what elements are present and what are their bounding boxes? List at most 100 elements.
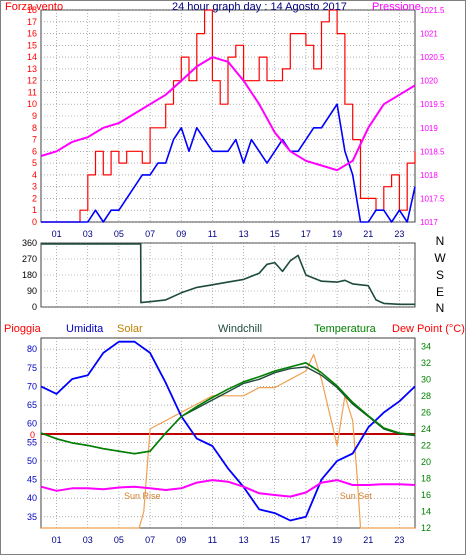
pressure-y-tick-label: 1017 [420, 218, 438, 227]
temperature-y-tick-label: 30 [421, 374, 431, 384]
climate-chart-right-ticks: 12 14 16 18 20 22 24 26 28 30 32 34 [421, 341, 431, 533]
sun-event-annotation: Sun Set [340, 491, 373, 501]
humidity-y-tick-label: 50 [27, 456, 37, 466]
humidity-y-tick-label: 45 [27, 475, 37, 485]
temperature-y-tick-label: 18 [421, 473, 431, 483]
temperature-y-tick-label: 14 [421, 506, 431, 516]
label-dew-point: Dew Point (°C) [392, 323, 465, 335]
climate-x-tick-label: 11 [208, 535, 217, 545]
temperature-y-tick-label: 16 [421, 490, 431, 500]
wind-chart-x-ticks: 01 03 05 07 09 11 13 15 17 19 21 23 [52, 229, 405, 239]
wind-y-tick-label: 0 [32, 217, 37, 227]
direction-chart-series [41, 243, 415, 306]
humidity-y-tick-label: 40 [27, 493, 37, 503]
compass-label: E [436, 285, 444, 299]
wind-y-tick-label: 7 [32, 135, 37, 145]
compass-label: W [434, 251, 446, 265]
pressure-y-tick-label: 1018.5 [420, 147, 445, 156]
dew-point-series-line [40, 479, 416, 498]
wind-x-tick-label: 09 [176, 229, 186, 239]
climate-chart-annotations: Sun Rise Sun Set [124, 491, 372, 501]
temperature-y-tick-label: 24 [421, 424, 431, 434]
pressure-y-tick-label: 1021.5 [420, 6, 445, 15]
climate-x-tick-label: 13 [239, 535, 249, 545]
wind-y-tick-label: 6 [32, 146, 37, 156]
compass-label: S [436, 268, 444, 282]
pressure-y-tick-label: 1017.5 [420, 194, 445, 203]
label-windchill: Windchill [218, 323, 262, 335]
temperature-series-line [40, 361, 416, 455]
wind-y-tick-label: 5 [32, 158, 37, 168]
wind-y-tick-label: 16 [27, 29, 37, 39]
wind-x-tick-label: 17 [301, 229, 311, 239]
wind-chart-series [40, 9, 416, 223]
wind-direction-series-line [41, 243, 415, 306]
sun-event-annotation: Sun Rise [124, 491, 161, 501]
wind-y-tick-label: 8 [32, 123, 37, 133]
climate-x-tick-label: 17 [301, 535, 311, 545]
wind-average-series-line [41, 103, 416, 223]
direction-y-tick-label: 0 [32, 302, 37, 312]
wind-x-tick-label: 11 [208, 229, 217, 239]
direction-chart-grid [41, 242, 415, 308]
humidity-series-line [40, 340, 416, 522]
climate-x-tick-label: 07 [145, 535, 155, 545]
climate-x-tick-label: 03 [83, 535, 93, 545]
direction-y-tick-label: 180 [22, 270, 37, 280]
wind-x-tick-label: 23 [394, 229, 404, 239]
wind-y-tick-label: 12 [27, 76, 37, 86]
wind-y-tick-label: 14 [27, 52, 37, 62]
humidity-y-tick-label: 60 [27, 419, 37, 429]
climate-chart-x-ticks: 01 03 05 07 09 11 13 15 17 19 21 23 [52, 535, 405, 545]
wind-y-tick-label: 1 [32, 205, 37, 215]
temperature-y-tick-label: 34 [421, 341, 431, 351]
pressure-y-tick-label: 1020 [420, 77, 438, 86]
humidity-y-tick-label: 80 [27, 344, 37, 354]
wind-x-tick-label: 15 [270, 229, 280, 239]
pressure-series-line [40, 56, 416, 172]
wind-axis-label: Forza vento [5, 1, 63, 13]
wind-gust-series-line [41, 9, 416, 223]
temperature-y-tick-label: 12 [421, 523, 431, 533]
wind-y-tick-label: 9 [32, 111, 37, 121]
wind-y-tick-label: 15 [27, 40, 37, 50]
wind-y-tick-label: 13 [27, 64, 37, 74]
temperature-y-tick-label: 32 [421, 358, 431, 368]
compass-label: N [436, 234, 445, 248]
climate-x-tick-label: 09 [176, 535, 186, 545]
wind-x-tick-label: 21 [363, 229, 373, 239]
wind-x-tick-label: 03 [83, 229, 93, 239]
climate-x-tick-label: 19 [332, 535, 342, 545]
wind-x-tick-label: 07 [145, 229, 155, 239]
direction-chart-left-ticks: 0 90 180 270 360 [22, 238, 37, 312]
direction-y-tick-label: 90 [27, 286, 37, 296]
label-temperatura: Temperatura [314, 323, 377, 335]
solar-series-line [41, 353, 415, 529]
chart-title: 24 hour graph day : 14 Agosto 2017 [172, 1, 347, 13]
label-umidita: Umidita [66, 323, 104, 335]
wind-y-tick-label: 4 [32, 170, 37, 180]
wind-x-tick-label: 13 [239, 229, 249, 239]
temperature-y-tick-label: 26 [421, 407, 431, 417]
climate-chart-left-ticks: 35 40 45 50 55 60 65 70 75 80 [27, 344, 37, 522]
climate-x-tick-label: 01 [52, 535, 62, 545]
pressure-y-tick-label: 1019 [420, 124, 438, 133]
humidity-y-tick-label: 55 [27, 437, 37, 447]
wind-chart-right-ticks: 1017 1017.5 1018 1018.5 1019 1019.5 1020 1020.5… [420, 6, 445, 227]
climate-x-tick-label: 21 [363, 535, 373, 545]
compass-label: N [436, 301, 445, 315]
wind-y-tick-label: 2 [32, 193, 37, 203]
wind-x-tick-label: 19 [332, 229, 342, 239]
label-solar: Solar [117, 323, 143, 335]
climate-chart-series [40, 340, 416, 529]
label-pioggia: Pioggia [4, 323, 42, 335]
pressure-y-tick-label: 1020.5 [420, 53, 445, 62]
wind-y-tick-label: 17 [27, 17, 37, 27]
humidity-y-tick-label: 75 [27, 363, 37, 373]
temperature-y-tick-label: 28 [421, 391, 431, 401]
climate-x-tick-label: 05 [114, 535, 124, 545]
